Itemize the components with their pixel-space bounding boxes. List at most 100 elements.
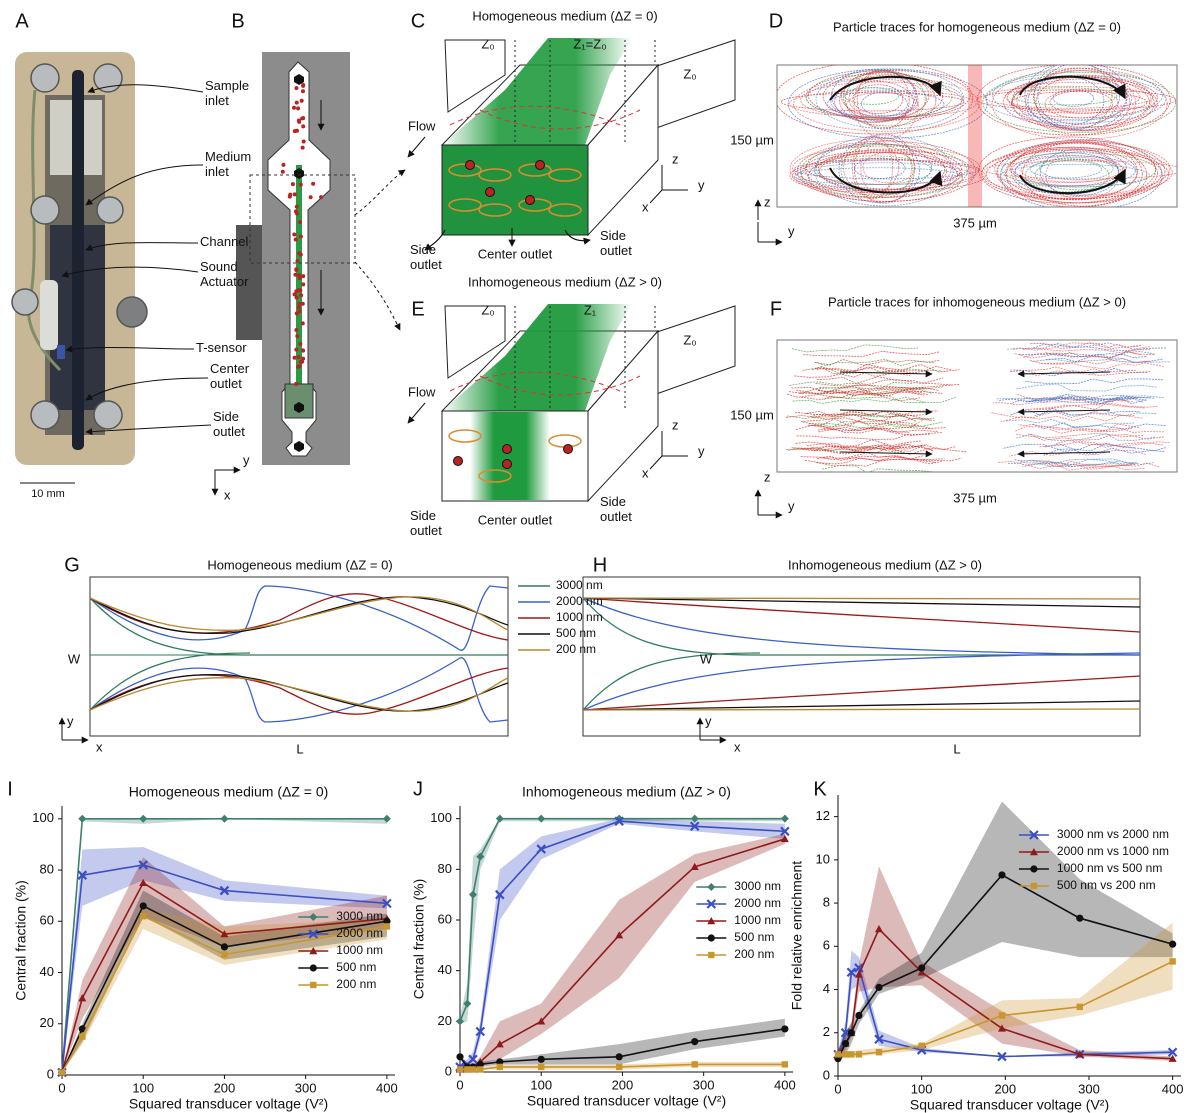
trace	[977, 65, 1170, 136]
particle	[311, 182, 315, 186]
particle	[294, 268, 298, 272]
trace	[853, 85, 903, 114]
trace	[816, 364, 959, 372]
particle	[294, 237, 298, 241]
particle	[299, 253, 303, 257]
particle	[564, 445, 573, 454]
axes	[650, 431, 688, 469]
legend-label: 200 nm	[336, 977, 376, 991]
marker	[538, 1056, 545, 1063]
marker	[781, 815, 789, 823]
label-line: Side	[410, 508, 436, 523]
trace	[1036, 76, 1130, 130]
y-tick-label: 80	[438, 861, 452, 876]
axis-label: z	[764, 194, 771, 209]
legend: 3000 nm2000 nm1000 nm500 nm200 nm	[696, 879, 781, 961]
impedance-label: Z₀	[481, 302, 494, 317]
panel-letter: I	[7, 778, 13, 800]
particle	[319, 195, 323, 199]
label-line: outlet	[410, 257, 442, 272]
particle	[295, 205, 299, 209]
axis-label: y	[698, 443, 705, 458]
y-tick-label: 40	[40, 964, 54, 979]
marker	[842, 1040, 849, 1047]
impedance-label: Z₀	[481, 36, 494, 51]
marker	[848, 1029, 855, 1036]
legend-label: 3000 nm	[336, 909, 383, 923]
particle	[291, 182, 295, 186]
y-tick-label: 8	[823, 895, 830, 910]
x-tick-label: 0	[456, 1077, 463, 1092]
particle	[295, 334, 299, 338]
legend-label: 500 nm	[336, 960, 376, 974]
axis-label: x	[96, 739, 103, 754]
particle	[301, 124, 305, 128]
label-line: outlet	[600, 509, 632, 524]
particle	[299, 293, 303, 297]
y-tick-label: 0	[445, 1063, 452, 1078]
marker	[918, 964, 925, 971]
panel-letter: J	[413, 778, 423, 800]
legend-label: 500 nm	[734, 930, 774, 944]
trace	[1016, 384, 1156, 391]
marker	[221, 943, 228, 950]
sim-curve	[90, 598, 508, 655]
marker	[691, 1038, 698, 1045]
marker	[221, 951, 227, 957]
y-tick-label: 20	[438, 1013, 452, 1028]
particle	[292, 232, 296, 236]
label-line: Center	[210, 361, 250, 376]
marker	[220, 815, 228, 823]
particle	[466, 161, 475, 170]
panel-title: Particle traces for homogeneous medium (…	[833, 19, 1121, 34]
sim-curve	[90, 597, 508, 633]
sim-frame	[583, 577, 1140, 736]
particle	[297, 355, 301, 359]
particle	[295, 311, 299, 315]
x-tick-label: 0	[834, 1081, 841, 1096]
particle	[297, 305, 301, 309]
particle	[300, 99, 304, 103]
axis-label: x	[642, 465, 649, 480]
marker	[497, 1064, 503, 1070]
impedance-label: Z₁	[584, 302, 597, 317]
trace	[831, 88, 918, 117]
particle	[301, 84, 305, 88]
legend-marker	[310, 964, 317, 971]
outlet-label: Sideoutlet	[410, 242, 442, 272]
y-tick-label: 60	[438, 911, 452, 926]
arrow	[408, 137, 425, 157]
marker	[692, 1061, 698, 1067]
x-tick-label: 200	[214, 1080, 236, 1095]
trace	[801, 82, 962, 118]
x-tick-label: 300	[1078, 1081, 1100, 1096]
arrow	[408, 403, 425, 423]
chart-title: Homogeneous medium (ΔZ = 0)	[129, 784, 329, 800]
legend-label: 2000 nm	[556, 594, 603, 608]
y-tick-label: 80	[40, 861, 54, 876]
particle	[295, 101, 299, 105]
legend-label: 1000 nm	[556, 610, 603, 624]
panel-letter: K	[813, 778, 827, 800]
label-line: outlet	[600, 243, 632, 258]
panel-letter: E	[411, 298, 424, 320]
panel-title: Inhomogeneous medium (ΔZ > 0)	[788, 557, 982, 572]
marker	[457, 1066, 463, 1072]
marker	[876, 1049, 882, 1055]
marker	[384, 923, 390, 929]
y-tick-label: 100	[32, 810, 54, 825]
trace	[817, 377, 944, 384]
outlet-label: Sideoutlet	[600, 228, 632, 258]
particle	[301, 357, 305, 361]
x-tick-label: 0	[58, 1080, 65, 1095]
particle	[294, 328, 298, 332]
impedance-label: Z₀	[683, 332, 696, 347]
marker	[140, 913, 146, 919]
label-line: inlet	[205, 164, 229, 179]
legend-marker	[1031, 883, 1037, 889]
legend-label: 3000 nm	[556, 578, 603, 592]
marker	[918, 1043, 924, 1049]
legend-label: 2000 nm	[734, 896, 781, 910]
outlet-label: Center outlet	[478, 512, 553, 527]
